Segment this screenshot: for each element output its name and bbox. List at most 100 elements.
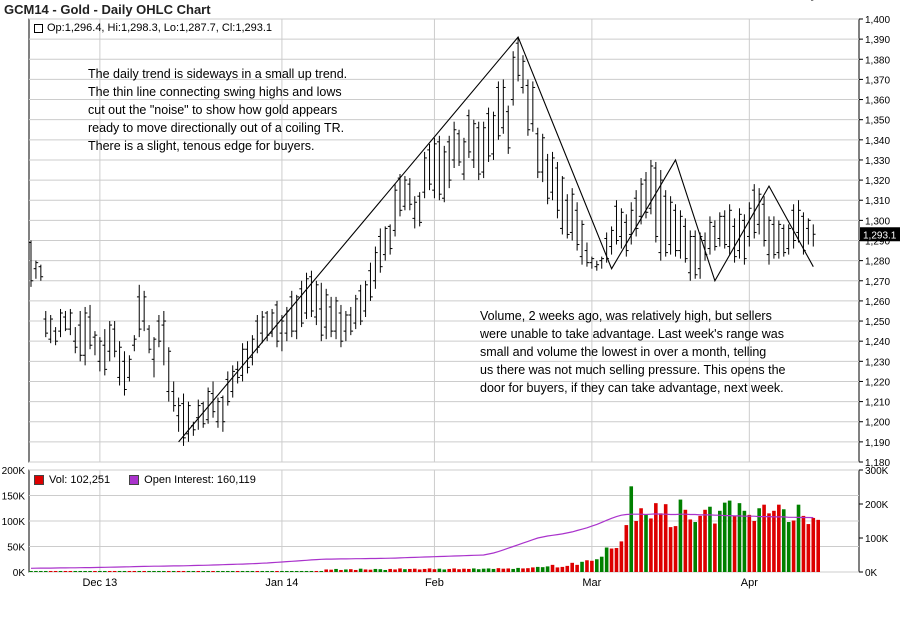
- open-interest-line: [30, 513, 814, 569]
- volume-bar: [398, 568, 402, 572]
- date-tick-label: Feb: [425, 577, 444, 589]
- ohlc-bar: [569, 188, 575, 241]
- ohlc-bar: [796, 200, 801, 243]
- volume-bar: [486, 568, 491, 572]
- volume-bar: [668, 527, 673, 572]
- volume-bar: [481, 568, 486, 572]
- volume-bar: [693, 522, 697, 572]
- ohlc-bar: [619, 208, 624, 249]
- oi-tick-label: 300K: [865, 466, 889, 477]
- ohlc-bar: [309, 270, 314, 318]
- volume-bar: [708, 506, 712, 572]
- ohlc-bar: [594, 260, 600, 271]
- annotation-bottom: Volume, 2 weeks ago, was relatively high…: [480, 307, 786, 397]
- ohlc-bar: [68, 308, 73, 336]
- volume-bar: [304, 570, 309, 572]
- volume-bar: [673, 526, 678, 572]
- price-tick-label: 1,270: [865, 277, 890, 288]
- volume-bar: [732, 515, 737, 572]
- volume-tick-label: 200K: [2, 466, 26, 477]
- volume-bar: [48, 570, 53, 572]
- volume-bar: [772, 510, 776, 572]
- ohlc-bar: [245, 341, 250, 374]
- volume-bar: [329, 569, 333, 572]
- ohlc-bar: [560, 176, 565, 235]
- price-tick-label: 1,280: [865, 257, 890, 268]
- volume-bar: [353, 569, 358, 572]
- volume-bar: [619, 541, 624, 572]
- price-tick-label: 1,230: [865, 357, 890, 368]
- ohlc-bar: [609, 226, 614, 255]
- ohlc-bar: [181, 393, 186, 446]
- volume-bar: [417, 569, 422, 572]
- ohlc-bar: [299, 280, 304, 328]
- volume-bar: [157, 570, 161, 572]
- volume-bar: [698, 515, 702, 572]
- ohlc-bar: [683, 218, 688, 263]
- ohlc-bar: [373, 246, 378, 289]
- ohlc-bar: [663, 190, 668, 257]
- ohlc-bar: [806, 218, 811, 245]
- volume-bar: [127, 570, 132, 572]
- volume-bar: [663, 504, 668, 572]
- volume-bar: [235, 570, 240, 572]
- volume-bar: [649, 518, 653, 572]
- volume-bar: [388, 568, 392, 572]
- ohlc-bar: [368, 262, 373, 301]
- volume-bar: [43, 570, 48, 572]
- ohlc-bar: [427, 143, 432, 191]
- ohlc-bar: [648, 159, 654, 215]
- ohlc-bar: [628, 202, 634, 245]
- ohlc-bar: [530, 81, 536, 132]
- ohlc-bar: [742, 214, 747, 265]
- price-tick-label: 1,320: [865, 176, 890, 187]
- volume-tick-label: 0K: [13, 568, 26, 579]
- ohlc-bar: [678, 210, 683, 259]
- ohlc-bar: [584, 242, 590, 267]
- annotation-bottom-line: small and volume the lowest in over a mo…: [480, 345, 767, 359]
- volume-bar: [580, 561, 584, 572]
- volume-legend: Vol: 102,251 Open Interest: 160,119: [34, 474, 256, 486]
- volume-bar: [142, 570, 146, 572]
- ohlc-bar: [338, 304, 344, 348]
- volume-bar: [472, 568, 476, 572]
- ohlc-bar: [717, 212, 723, 247]
- ohlc-bar: [776, 220, 782, 259]
- volume-tick-label: 50K: [7, 543, 25, 554]
- volume-bar: [319, 570, 324, 572]
- price-tick-label: 1,330: [865, 156, 890, 167]
- last-price-tag-label: 1,293.1: [863, 230, 897, 241]
- ohlc-bar: [363, 280, 368, 318]
- volume-bar: [737, 503, 742, 572]
- ohlc-bar: [638, 178, 644, 225]
- volume-bar: [644, 514, 648, 572]
- ohlc-bar: [525, 79, 531, 136]
- volume-bar: [309, 570, 314, 572]
- ohlc-bar: [97, 337, 103, 372]
- ohlc-bar: [712, 220, 718, 251]
- ohlc-bar: [63, 310, 68, 332]
- ohlc-legend: Op:1,296.4, Hi:1,298.3, Lo:1,287.7, Cl:1…: [34, 22, 272, 34]
- ohlc-bar: [82, 306, 88, 366]
- volume-bar: [703, 509, 707, 572]
- ohlc-bar: [28, 240, 34, 287]
- volume-bars: [29, 486, 820, 572]
- volume-bar: [176, 570, 181, 572]
- volume-bar: [496, 568, 501, 572]
- open-interest-legend-text: Open Interest: 160,119: [144, 474, 256, 486]
- volume-bar: [777, 504, 781, 572]
- volume-bar: [570, 562, 574, 572]
- price-tick-label: 1,180: [865, 458, 890, 469]
- volume-bar: [806, 524, 811, 572]
- volume-bar: [747, 514, 752, 572]
- ohlc-bar: [407, 178, 413, 211]
- volume-bar: [526, 568, 530, 572]
- volume-bar: [93, 570, 97, 572]
- ohlc-bar: [348, 306, 354, 336]
- date-tick-label: Dec 13: [82, 577, 117, 589]
- volume-bar: [521, 568, 525, 572]
- open-interest-legend-swatch: [129, 475, 140, 485]
- price-tick-label: 1,400: [865, 15, 890, 26]
- oi-tick-label: 200K: [865, 500, 889, 511]
